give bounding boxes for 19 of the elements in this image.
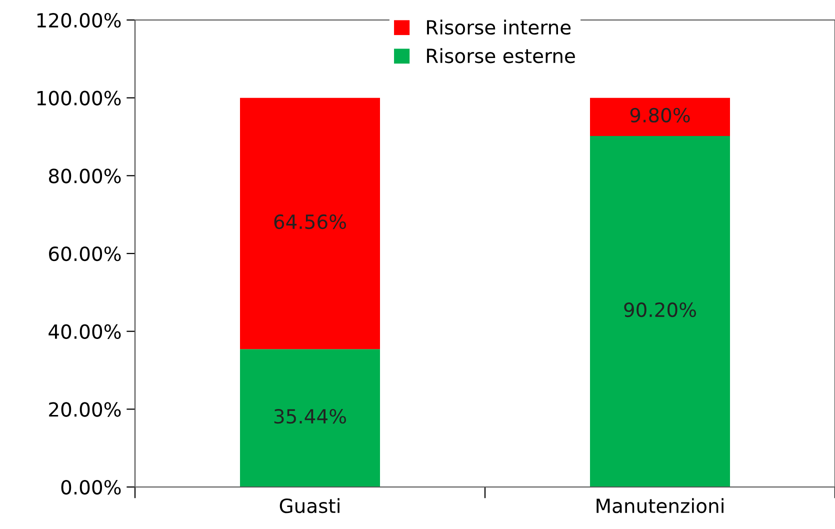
legend-label: Risorse esterne xyxy=(427,48,575,64)
y-tick-label: 100.00% xyxy=(37,90,121,106)
bar xyxy=(590,136,730,487)
legend-label: Risorse interne xyxy=(427,20,571,35)
bar xyxy=(240,349,380,487)
x-tick-label: Guasti xyxy=(280,498,340,514)
y-tick-label: 40.00% xyxy=(48,324,121,339)
y-tick-label: 60.00% xyxy=(49,246,121,262)
bar xyxy=(590,98,730,136)
data-label: 90.20% xyxy=(624,302,696,318)
x-tick-label: Manutenzioni xyxy=(596,498,724,514)
y-tick-label: 0.00% xyxy=(61,480,121,495)
bar xyxy=(240,98,380,350)
data-label: 9.80% xyxy=(630,108,690,123)
y-tick-label: 20.00% xyxy=(49,402,121,417)
y-tick-label: 80.00% xyxy=(48,168,121,184)
y-tick-label: 120.00% xyxy=(37,12,121,28)
data-label: 64.56% xyxy=(274,214,346,230)
data-label: 35.44% xyxy=(274,408,346,424)
